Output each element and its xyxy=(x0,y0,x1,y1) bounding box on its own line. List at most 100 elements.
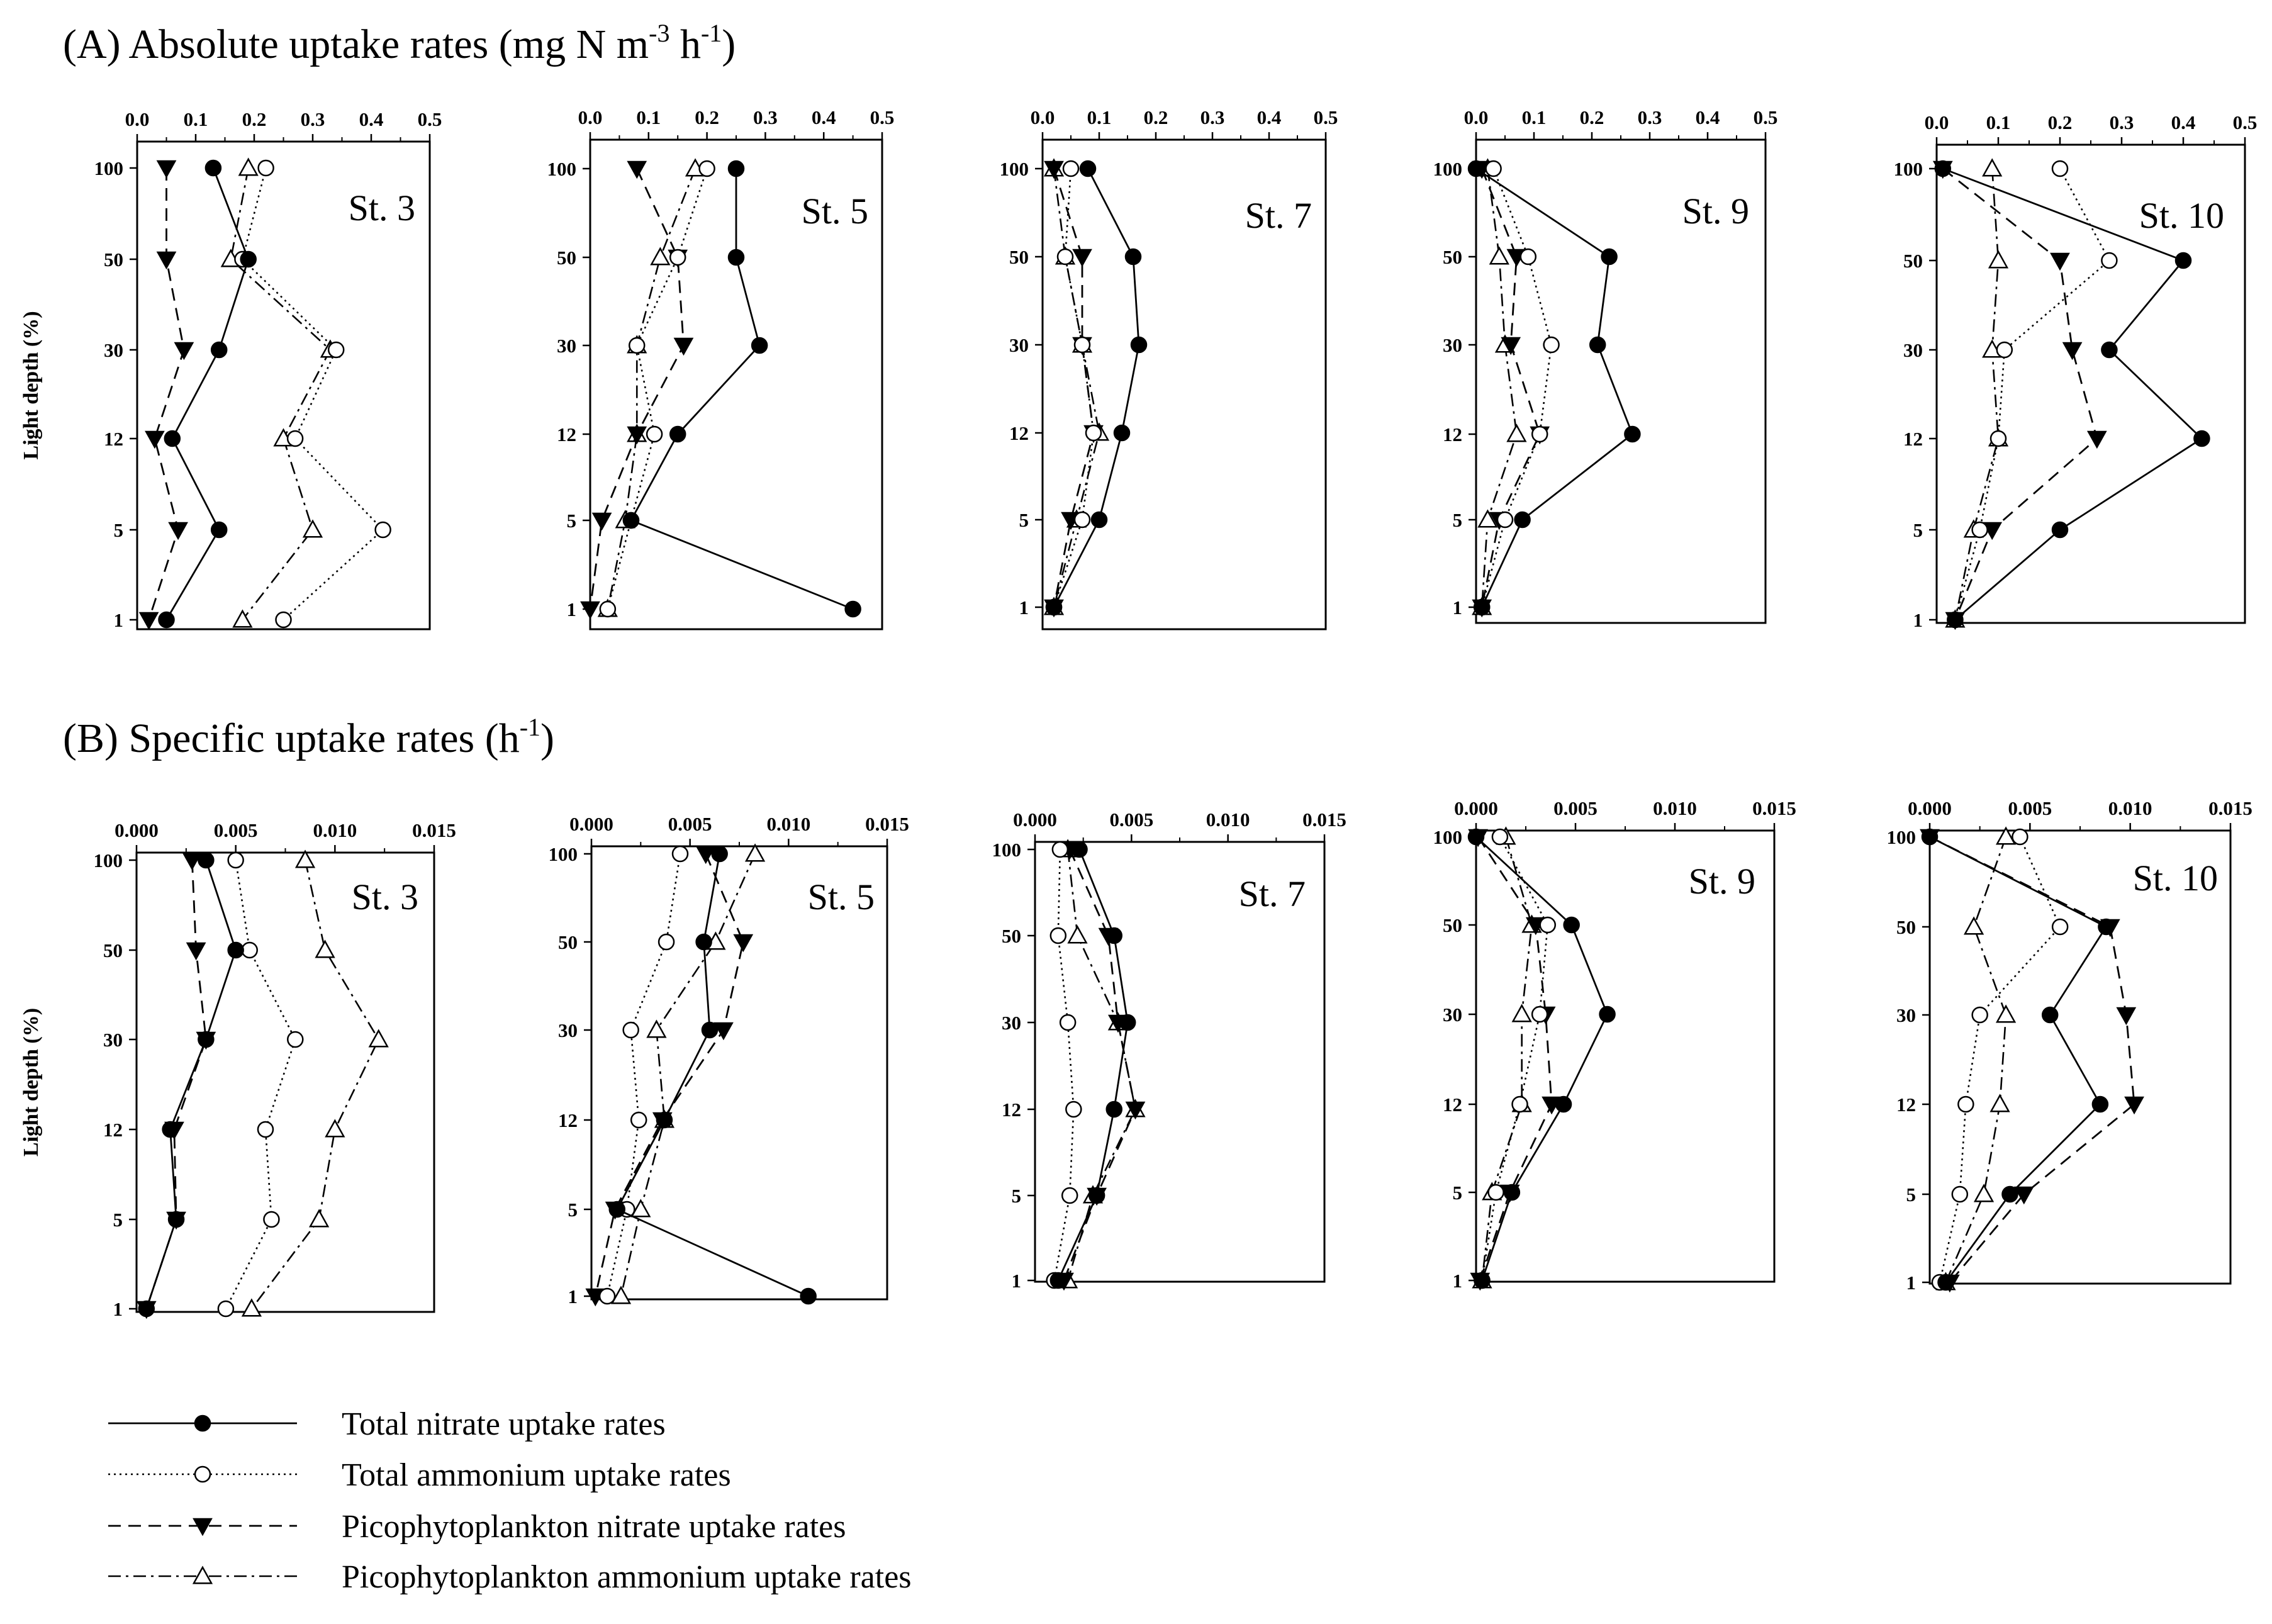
data-point-pa xyxy=(1995,826,2017,845)
x-tick-label: 0.015 xyxy=(1302,809,1346,831)
data-point-pn xyxy=(182,852,203,871)
x-tick-label: 0.2 xyxy=(1144,106,1168,128)
x-tick-label: 0.005 xyxy=(668,813,712,835)
series-line-pn xyxy=(589,168,685,610)
data-point-pa xyxy=(325,1119,345,1138)
station-label: St. 3 xyxy=(349,188,415,228)
y-tick-label: 12 xyxy=(104,428,123,450)
data-point-pa xyxy=(1511,1004,1532,1022)
x-tick-label: 0.4 xyxy=(1257,106,1282,128)
data-point-ta xyxy=(1073,511,1091,529)
series-line-pa xyxy=(620,853,756,1297)
data-point-pn xyxy=(174,342,194,361)
data-point-pn xyxy=(2116,1007,2137,1026)
data-point-ta xyxy=(1971,521,1988,539)
x-tick-label: 0.2 xyxy=(1580,106,1604,128)
data-point-pn xyxy=(1072,249,1092,267)
data-point-pa xyxy=(315,939,335,958)
data-point-pa xyxy=(1477,509,1498,528)
data-point-tn xyxy=(2098,918,2115,936)
data-point-tn xyxy=(162,1121,179,1138)
series-line-pa xyxy=(1954,168,2000,620)
y-tick-label: 50 xyxy=(1903,250,1923,272)
y-tick-label: 50 xyxy=(1002,925,1021,947)
data-point-ta xyxy=(2012,828,2029,846)
data-point-tn xyxy=(158,611,175,629)
data-point-ta xyxy=(374,521,391,539)
data-point-pa xyxy=(241,1298,262,1317)
data-point-tn xyxy=(608,1201,625,1218)
data-point-tn xyxy=(800,1287,817,1305)
legend-item-tn: Total nitrate uptake rates xyxy=(108,1406,666,1442)
x-tick-label: 0.005 xyxy=(2008,797,2052,819)
data-point-pa xyxy=(232,609,253,628)
data-point-ta xyxy=(671,845,689,863)
x-tick-label: 0.5 xyxy=(1314,106,1338,128)
data-point-tn xyxy=(1514,511,1531,529)
data-point-tn xyxy=(2001,1185,2018,1203)
data-point-ta xyxy=(1951,1185,1969,1203)
y-tick-label: 5 xyxy=(113,1209,123,1231)
data-point-tn xyxy=(138,1300,155,1318)
series-line-pn xyxy=(1929,836,2135,1283)
data-point-pa xyxy=(1489,246,1509,265)
series-line-ta xyxy=(1481,836,1549,1281)
series-line-tn xyxy=(1929,836,2108,1283)
series-line-ta xyxy=(1053,849,1075,1281)
series-line-pn xyxy=(1480,168,1541,608)
series-line-tn xyxy=(615,853,809,1297)
data-point-ta xyxy=(622,1021,639,1039)
data-point-pn xyxy=(627,426,647,445)
data-point-tn xyxy=(1624,425,1641,443)
data-point-pn xyxy=(695,846,716,865)
x-tick-label: 0.5 xyxy=(2233,111,2258,133)
x-tick-label: 0.010 xyxy=(766,813,810,835)
data-point-pn xyxy=(2013,1186,2034,1205)
data-point-tn xyxy=(2101,341,2118,359)
y-tick-label: 30 xyxy=(104,339,123,361)
panel-a-5: 0.0 0.1 0.2 0.3 0.4 0.5 100 50 30 12 5 1 St. 5 xyxy=(547,106,895,630)
series-line-tn xyxy=(145,860,237,1309)
data-point-ta xyxy=(275,611,292,629)
legend-label: Picophytoplankton ammonium uptake rates xyxy=(342,1559,912,1595)
data-point-ta xyxy=(1049,927,1067,944)
y-axis-label: Light depth (%) xyxy=(20,1008,43,1156)
data-point-ta xyxy=(2101,252,2118,269)
y-tick-label: 100 xyxy=(94,849,123,871)
series-line-ta xyxy=(1939,836,2061,1283)
data-point-tn xyxy=(1467,828,1485,846)
x-tick-label: 0.4 xyxy=(1696,106,1720,128)
data-point-ta xyxy=(257,159,274,177)
data-point-tn xyxy=(1045,598,1063,616)
data-point-ta xyxy=(227,851,244,869)
x-tick-label: 0.1 xyxy=(636,106,661,128)
series-line-ta xyxy=(1954,168,2111,620)
y-tick-label: 1 xyxy=(1012,1270,1022,1292)
station-label: St. 10 xyxy=(2133,858,2218,899)
data-point-pn xyxy=(2124,1096,2144,1115)
y-tick-label: 1 xyxy=(1019,596,1029,619)
data-point-pa xyxy=(630,1199,651,1218)
data-point-ta xyxy=(1051,841,1069,858)
data-point-pn xyxy=(168,522,188,540)
x-tick-label: 0.5 xyxy=(870,106,895,128)
series-line-tn xyxy=(1057,849,1129,1281)
series-line-pn xyxy=(1063,849,1136,1281)
y-tick-label: 100 xyxy=(1894,158,1923,180)
data-point-tn xyxy=(2051,521,2069,539)
legend-label: Total ammonium uptake rates xyxy=(342,1457,731,1493)
y-tick-label: 100 xyxy=(1433,826,1463,848)
y-tick-label: 12 xyxy=(1896,1094,1916,1116)
x-tick-label: 0.015 xyxy=(412,819,456,841)
y-tick-label: 12 xyxy=(1443,1094,1462,1116)
y-tick-label: 100 xyxy=(549,843,578,865)
y-tick-label: 30 xyxy=(1903,339,1923,361)
data-point-pa xyxy=(1067,925,1088,944)
data-point-pa xyxy=(744,843,766,862)
data-point-ta xyxy=(658,933,675,951)
legend-marker xyxy=(194,1465,211,1483)
data-point-pa xyxy=(294,849,316,868)
data-point-pn xyxy=(1125,1101,1146,1120)
data-point-ta xyxy=(1487,1184,1504,1201)
data-point-ta xyxy=(630,1111,647,1129)
